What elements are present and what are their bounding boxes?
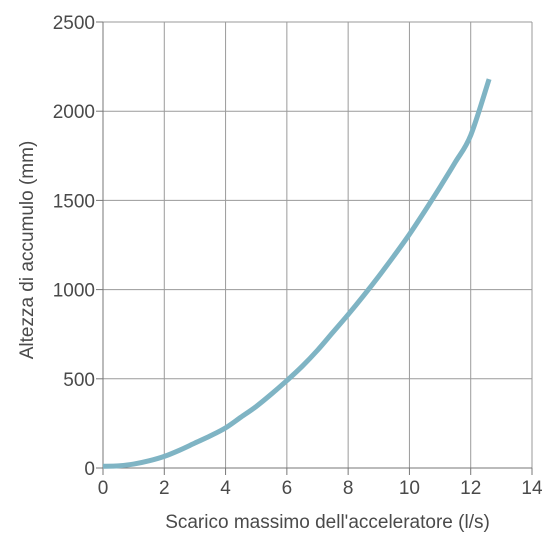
axes [96,21,533,475]
x-tick-label: 10 [399,478,420,499]
y-tick-label: 2500 [53,13,95,34]
series-layer [102,78,492,469]
x-tick-label: 12 [460,478,481,499]
x-tick-label: 8 [343,478,354,499]
tick-labels: 0 2 4 6 8 10 12 14 0 500 1000 1500 2000 2500 [53,13,543,499]
x-tick-label: 4 [220,478,231,499]
y-tick-label: 2000 [53,102,95,123]
series-line [102,78,492,469]
x-axis-title: Scarico massimo dell'acceleratore (l/s) [165,512,490,533]
x-tick-label: 14 [521,478,543,499]
y-tick-label: 1500 [53,191,95,212]
y-axis-title: Altezza di accumulo (mm) [17,141,38,360]
grid [103,21,533,468]
x-tick-label: 6 [282,478,293,499]
y-tick-label: 1000 [53,281,95,302]
y-tick-label: 0 [84,459,95,480]
x-tick-label: 2 [159,478,170,499]
y-tick-label: 500 [63,370,95,391]
x-tick-label: 0 [98,478,109,499]
